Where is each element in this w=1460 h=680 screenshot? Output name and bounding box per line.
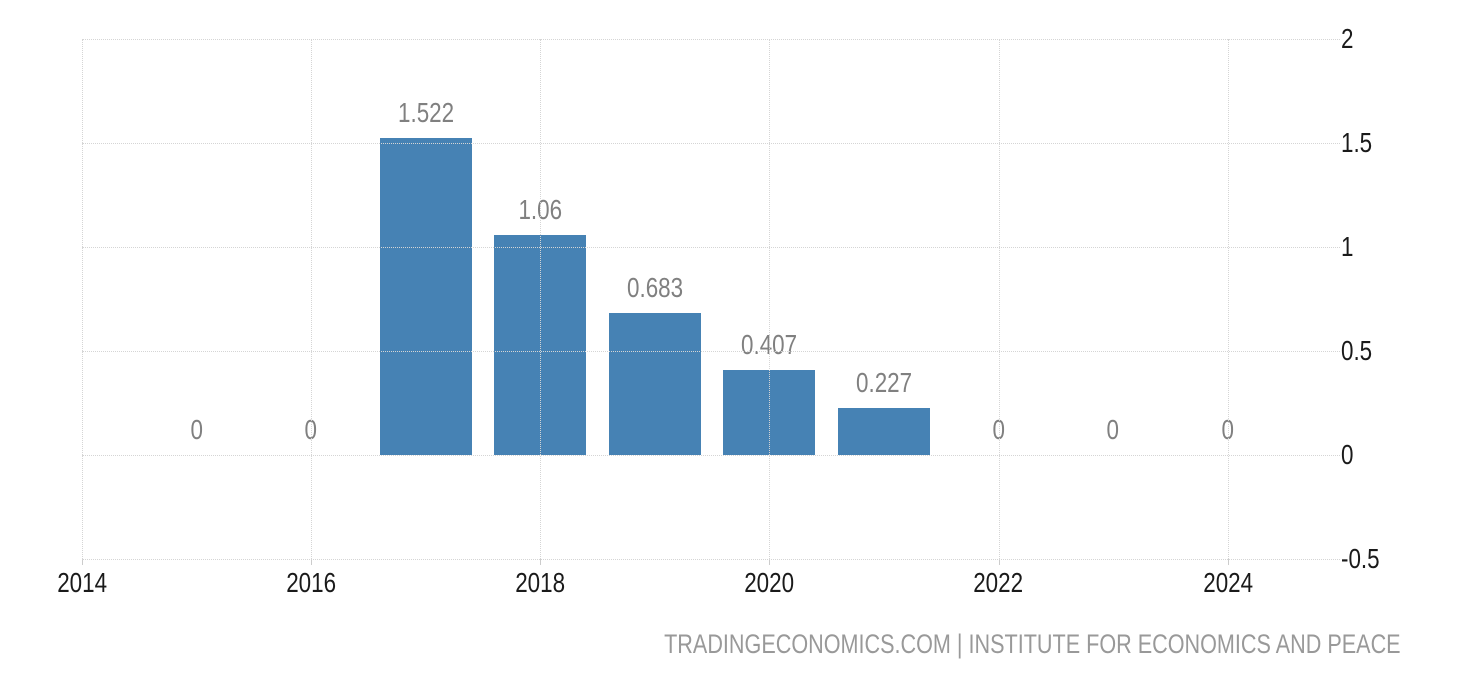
- bar-value-label: 0.683: [555, 271, 755, 303]
- label-text: 2: [1341, 23, 1354, 54]
- y-axis-label: 1: [1341, 233, 1357, 261]
- h-gridline: [82, 39, 1340, 40]
- label-text: 0: [1341, 439, 1354, 470]
- bar[interactable]: [379, 138, 472, 455]
- bar[interactable]: [608, 312, 701, 455]
- label-text: 0: [992, 414, 1005, 445]
- label-text: 1.522: [397, 97, 454, 129]
- label-text: 0.407: [741, 329, 798, 361]
- x-axis-tick: [1227, 559, 1229, 565]
- label-text: 2016: [286, 567, 337, 598]
- bar-value-label: 0.407: [669, 331, 869, 359]
- bar-value-label: 1.522: [326, 99, 526, 127]
- label-text: 2024: [1202, 567, 1253, 598]
- bar[interactable]: [838, 407, 930, 455]
- y-axis-label: 2: [1341, 25, 1357, 53]
- label-text: 0: [190, 414, 203, 445]
- bar-value-label: 0: [1128, 416, 1328, 444]
- label-text: 2020: [744, 567, 795, 598]
- v-gridline: [998, 39, 1000, 559]
- h-gridline: [82, 455, 1340, 456]
- v-gridline: [769, 39, 771, 559]
- bar-value-label: 0: [1013, 416, 1213, 444]
- label-text: 1: [1341, 231, 1354, 262]
- x-axis-label: 2024: [1128, 569, 1328, 597]
- label-text: 0: [1221, 414, 1234, 445]
- label-text: 0.227: [855, 366, 913, 398]
- label-text: -0.5: [1341, 543, 1380, 574]
- label-text: 0.5: [1341, 335, 1373, 366]
- label-text: 2014: [57, 567, 107, 598]
- x-axis-label: 2020: [669, 569, 869, 597]
- h-gridline: [82, 143, 1340, 144]
- x-axis-label: 2014: [0, 569, 182, 597]
- label-text: 2018: [515, 567, 566, 598]
- label-text: 1.5: [1341, 127, 1373, 158]
- x-axis-label: 2022: [899, 569, 1099, 597]
- label-text: 0: [1106, 414, 1120, 445]
- label-text: 0: [304, 414, 318, 445]
- v-gridline: [82, 39, 83, 559]
- x-axis-tick: [769, 559, 771, 565]
- label-text: 2022: [973, 567, 1024, 598]
- y-axis-label: -0.5: [1341, 545, 1389, 573]
- attribution: TRADINGECONOMICS.COM | INSTITUTE FOR ECO…: [480, 630, 1400, 658]
- attribution-text: TRADINGECONOMICS.COM | INSTITUTE FOR ECO…: [664, 629, 1401, 659]
- v-gridline: [1227, 39, 1229, 559]
- h-gridline: [82, 247, 1340, 248]
- x-axis-tick: [311, 559, 313, 565]
- x-axis-tick: [540, 559, 542, 565]
- y-axis-label: 1.5: [1341, 129, 1380, 157]
- y-axis-label: 0.5: [1341, 337, 1380, 365]
- v-gridline: [540, 39, 542, 559]
- bar-value-label: 0: [97, 416, 297, 444]
- x-axis-tick: [998, 559, 1000, 565]
- x-axis-tick: [82, 559, 83, 565]
- bar-value-label: 0.227: [784, 366, 984, 398]
- h-gridline: [82, 351, 1340, 352]
- x-axis-label: 2016: [211, 569, 411, 597]
- y-axis-label: 0: [1341, 441, 1357, 469]
- bar-value-label: 0: [899, 416, 1099, 444]
- x-axis-label: 2018: [440, 569, 640, 597]
- bar-value-label: 0: [211, 416, 411, 444]
- h-gridline: [82, 559, 1340, 560]
- label-text: 0.683: [626, 271, 683, 303]
- v-gridline: [311, 39, 313, 559]
